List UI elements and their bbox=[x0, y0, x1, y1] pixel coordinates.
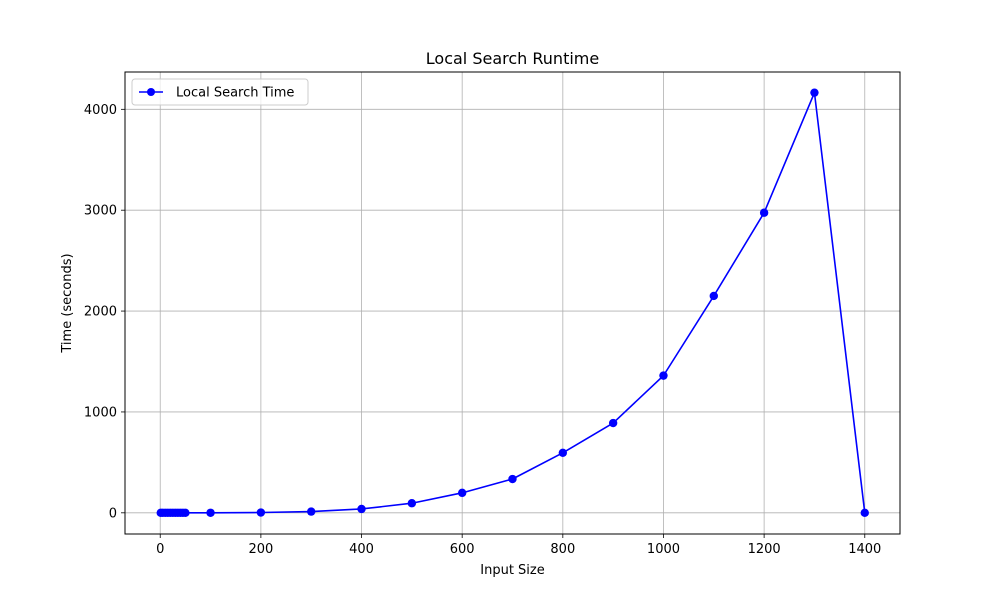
x-tick-label: 1200 bbox=[748, 542, 781, 557]
legend-box bbox=[131, 78, 309, 106]
x-tick-label: 800 bbox=[550, 542, 575, 557]
data-point bbox=[608, 418, 618, 428]
x-axis-label: Input Size bbox=[480, 563, 544, 578]
data-point bbox=[357, 504, 366, 514]
x-tick-label: 0 bbox=[156, 542, 164, 557]
plot-frame bbox=[124, 71, 901, 535]
x-axis-ticks: 0 200 400 600 800 1000 1200 1400 bbox=[156, 534, 881, 557]
legend-label: Local Search Time bbox=[176, 86, 294, 101]
data-point bbox=[206, 508, 215, 517]
x-tick-label: 200 bbox=[248, 542, 273, 557]
y-tick-label: 3000 bbox=[84, 204, 117, 219]
data-point bbox=[659, 371, 668, 380]
y-tick-label: 4000 bbox=[84, 103, 117, 118]
data-point bbox=[860, 508, 869, 518]
x-tick-label: 1000 bbox=[647, 542, 680, 557]
legend: Local Search Time bbox=[131, 78, 309, 106]
x-tick-label: 1400 bbox=[848, 542, 881, 557]
data-point bbox=[457, 488, 467, 498]
data-point bbox=[256, 508, 266, 517]
chart-title: Local Search Runtime bbox=[426, 49, 599, 68]
y-tick-label: 1000 bbox=[84, 405, 117, 420]
data-point bbox=[810, 88, 819, 97]
data-point bbox=[759, 208, 769, 217]
y-axis-ticks: 0 1000 2000 3000 4000 bbox=[84, 103, 125, 521]
data-point bbox=[508, 474, 517, 484]
y-tick-label: 0 bbox=[109, 506, 117, 521]
y-axis-label: Time (seconds) bbox=[60, 253, 75, 353]
y-tick-label: 2000 bbox=[84, 305, 117, 320]
data-point bbox=[709, 291, 718, 301]
data-point bbox=[407, 499, 417, 508]
data-point bbox=[558, 448, 568, 457]
series-layer bbox=[156, 88, 869, 518]
x-tick-label: 600 bbox=[450, 542, 475, 557]
x-tick-label: 400 bbox=[349, 542, 374, 557]
legend-marker-swatch bbox=[147, 88, 155, 96]
data-point bbox=[307, 507, 316, 516]
data-point bbox=[181, 508, 190, 518]
